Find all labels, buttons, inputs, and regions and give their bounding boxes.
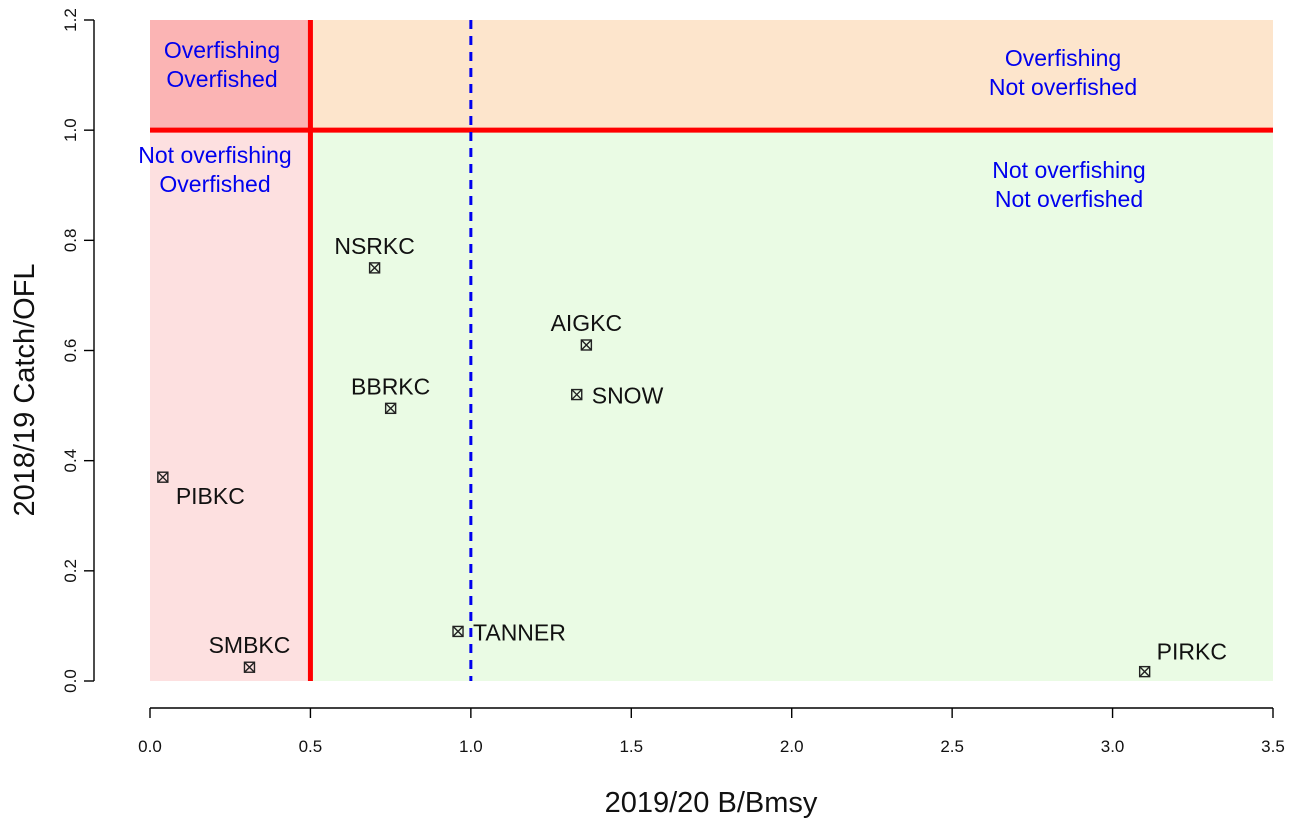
x-tick-label-6: 3.0: [1101, 737, 1125, 756]
point-marker-box-pibkc: [157, 471, 169, 483]
point-marker-cross-b-nsrkc: [369, 262, 381, 274]
status-regions: [150, 20, 1273, 681]
point-marker-box-tanner: [452, 625, 464, 638]
point-marker-cross-b-smbkc: [243, 661, 255, 673]
point-aigkc: AIGKC: [551, 310, 623, 351]
y-tick-label-3: 0.6: [61, 339, 80, 363]
point-label-nsrkc: NSRKC: [334, 233, 415, 259]
point-marker-box-pirkc: [1138, 665, 1151, 678]
region-label-0-line-0: Overfishing: [164, 37, 280, 63]
region-label-3-line-0: Not overfishing: [992, 157, 1145, 183]
region-label-2-line-1: Overfished: [159, 171, 270, 197]
point-marker-cross-b-snow: [571, 389, 583, 401]
point-label-tanner: TANNER: [473, 619, 566, 645]
point-marker-box-bbrkc: [384, 402, 397, 415]
point-marker-box-snow: [571, 388, 583, 401]
x-tick-label-0: 0.0: [138, 737, 162, 756]
x-tick-label-1: 0.5: [299, 737, 323, 756]
point-smbkc: SMBKC: [209, 632, 291, 673]
region-label-0-line-1: Overfished: [166, 66, 277, 92]
point-label-snow: SNOW: [592, 383, 664, 409]
region-label-1-line-1: Not overfished: [989, 74, 1137, 100]
point-pirkc: PIRKC: [1138, 639, 1227, 678]
point-snow: SNOW: [571, 383, 664, 409]
point-marker-box-smbkc: [243, 661, 256, 673]
reference-lines: [150, 20, 1273, 681]
region-3: [310, 130, 1273, 681]
y-axis-label: 2018/19 Catch/OFL: [9, 263, 41, 516]
region-label-3-line-1: Not overfished: [995, 186, 1143, 212]
x-tick-label-7: 3.5: [1261, 737, 1285, 756]
y-tick-label-5: 1.0: [61, 118, 80, 142]
point-marker-cross-b-pirkc: [1139, 666, 1151, 678]
point-label-bbrkc: BBRKC: [351, 373, 430, 399]
point-label-smbkc: SMBKC: [209, 632, 291, 658]
point-tanner: TANNER: [452, 619, 566, 645]
region-2: [150, 130, 311, 681]
point-label-pibkc: PIBKC: [176, 483, 245, 509]
point-bbrkc: BBRKC: [351, 373, 430, 415]
region-label-2-line-0: Not overfishing: [138, 142, 291, 168]
point-pibkc: PIBKC: [157, 471, 245, 509]
y-tick-label-0: 0.0: [61, 669, 80, 693]
y-tick-label-2: 0.4: [61, 449, 80, 473]
point-marker-cross-b-bbrkc: [385, 402, 397, 414]
y-tick-label-4: 0.8: [61, 229, 80, 253]
x-tick-label-3: 1.5: [619, 737, 643, 756]
x-tick-label-2: 1.0: [459, 737, 483, 756]
point-marker-cross-b-pibkc: [157, 471, 169, 483]
x-tick-label-4: 2.0: [780, 737, 804, 756]
region-label-1-line-0: Overfishing: [1005, 45, 1121, 71]
point-label-pirkc: PIRKC: [1157, 639, 1227, 665]
point-marker-cross-b-tanner: [452, 625, 464, 637]
region-labels: Overfishing Overfished Overfishing Not over…: [138, 37, 1145, 212]
y-tick-label-6: 1.2: [61, 8, 80, 32]
x-tick-label-5: 2.5: [940, 737, 964, 756]
y-tick-label-1: 0.2: [61, 559, 80, 583]
point-marker-box-aigkc: [580, 339, 593, 351]
point-nsrkc: NSRKC: [334, 233, 415, 274]
point-marker-box-nsrkc: [368, 262, 381, 274]
data-points: NSRKC AIGKC BBRKC SNOW PIBKC SMBKC TANNER PIRKC: [157, 233, 1227, 678]
point-marker-cross-b-aigkc: [580, 339, 592, 351]
point-label-aigkc: AIGKC: [551, 310, 623, 336]
region-0: [150, 20, 311, 131]
axes: 0.0 0.5 1.0 1.5 2.0 2.5 3.0 3.5 0.0 0.2 0.4 0.6 0.8 1…: [61, 8, 1285, 756]
x-axis-label: 2019/20 B/Bmsy: [605, 787, 818, 818]
